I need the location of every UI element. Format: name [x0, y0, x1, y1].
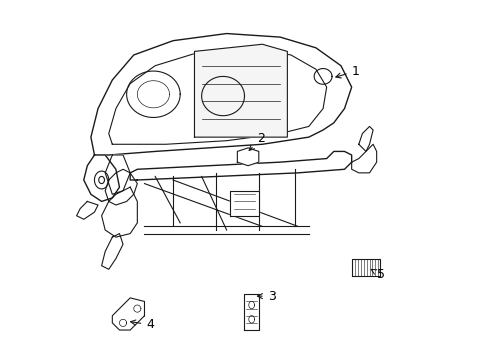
Polygon shape	[83, 155, 119, 202]
Text: 2: 2	[249, 132, 264, 150]
Polygon shape	[105, 169, 137, 205]
Polygon shape	[230, 191, 258, 216]
Polygon shape	[130, 152, 351, 180]
Polygon shape	[244, 294, 258, 330]
Polygon shape	[237, 148, 258, 166]
Polygon shape	[102, 234, 123, 269]
Polygon shape	[351, 144, 376, 173]
Text: 3: 3	[257, 290, 275, 303]
Polygon shape	[105, 155, 130, 194]
Polygon shape	[351, 258, 380, 276]
Polygon shape	[102, 187, 137, 237]
Text: 5: 5	[370, 268, 384, 281]
Polygon shape	[194, 44, 287, 137]
Polygon shape	[112, 298, 144, 330]
Text: 1: 1	[335, 64, 359, 78]
Polygon shape	[91, 33, 351, 155]
Polygon shape	[77, 202, 98, 219]
Polygon shape	[358, 126, 372, 152]
Text: 4: 4	[130, 318, 154, 331]
